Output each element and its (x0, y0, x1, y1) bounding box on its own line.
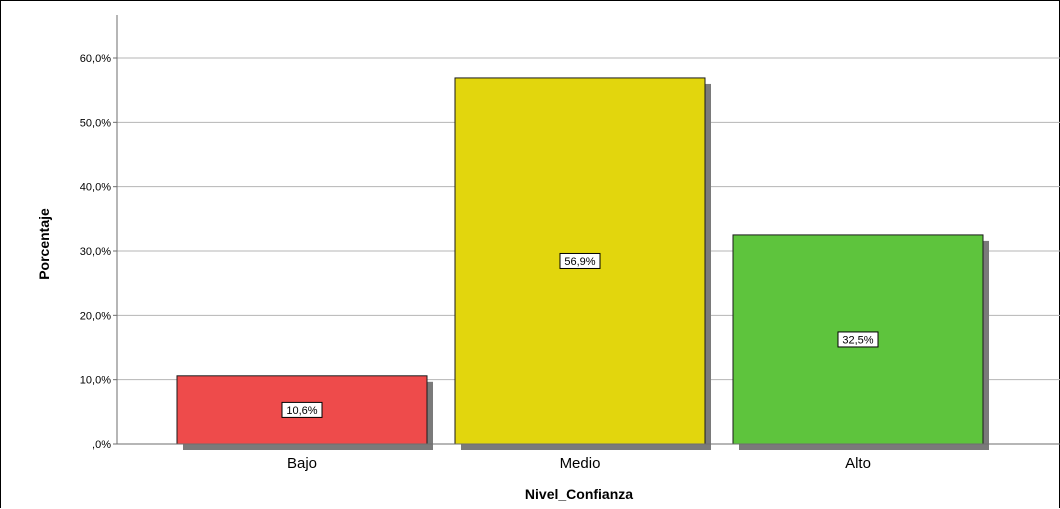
x-tick-labels: Bajo Medio Alto (287, 455, 871, 472)
y-tick-label: 10,0% (80, 375, 111, 387)
y-axis-title: Porcentaje (36, 208, 52, 280)
y-tick-label: 50,0% (80, 117, 111, 129)
y-tick-label: ,0% (92, 439, 111, 451)
data-label-box (559, 252, 601, 269)
y-tick-label: 40,0% (80, 182, 111, 194)
bar-bajo (176, 375, 428, 445)
y-tick-labels: ,0% 10,0% 20,0% 30,0% 40,0% 50,0% 60,0% (80, 53, 111, 451)
y-tick-label: 20,0% (80, 310, 111, 322)
bars: 10,6% 56,9% 32,5% (176, 77, 989, 451)
x-tick-label: Medio (560, 455, 601, 472)
axes (113, 15, 1060, 445)
x-tick-label: Bajo (287, 455, 317, 472)
data-label: 56,9% (564, 256, 595, 268)
data-label-box (837, 331, 879, 348)
x-axis-title: Nivel_Confianza (525, 486, 633, 502)
x-tick-label: Alto (845, 455, 871, 472)
y-tick-label: 60,0% (80, 53, 111, 65)
y-tick-label: 30,0% (80, 246, 111, 258)
data-label: 32,5% (842, 334, 873, 346)
data-label: 10,6% (286, 405, 317, 417)
data-label-box (281, 401, 323, 418)
